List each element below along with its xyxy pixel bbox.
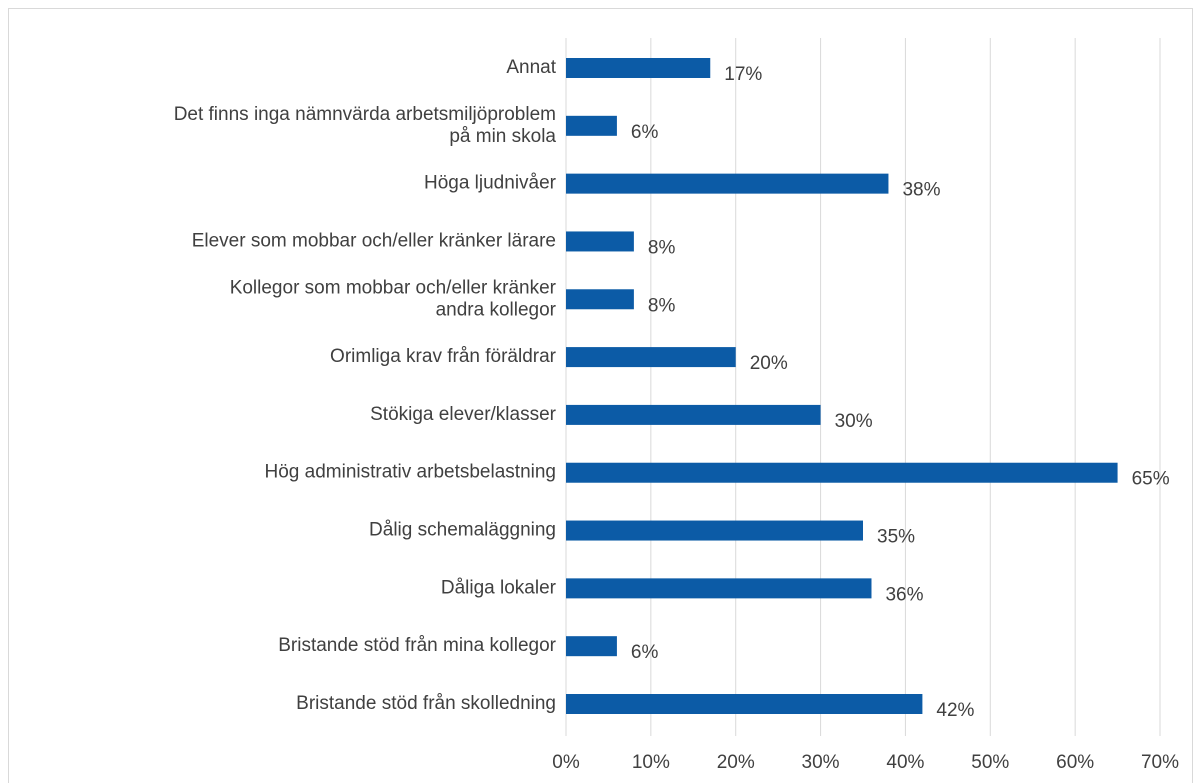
bar	[566, 694, 923, 714]
bar	[566, 520, 863, 541]
bar	[566, 58, 711, 78]
value-label: 6%	[631, 642, 659, 663]
bar	[566, 173, 889, 194]
bar	[566, 404, 821, 425]
value-label: 65%	[1132, 469, 1170, 490]
x-tick-label: 0%	[552, 752, 580, 773]
category-label: Bristande stöd från mina kollegor	[278, 635, 556, 656]
bar	[566, 347, 736, 368]
value-label: 42%	[936, 700, 974, 721]
bar	[566, 289, 634, 310]
bar	[566, 636, 617, 657]
x-tick-label: 70%	[1141, 752, 1179, 773]
category-label: Kollegor som mobbar och/eller kränker and…	[230, 277, 557, 320]
category-label: Höga ljudnivåer	[424, 173, 557, 194]
value-label: 6%	[631, 122, 659, 143]
value-label: 36%	[885, 584, 923, 605]
category-label: Dålig schemaläggning	[369, 520, 556, 541]
value-label: 17%	[724, 64, 762, 85]
x-tick-label: 60%	[1056, 752, 1094, 773]
x-tick-label: 20%	[717, 752, 755, 773]
category-label: Hög administrativ arbetsbelastning	[265, 462, 557, 483]
bar	[566, 462, 1118, 483]
category-label: Det finns inga nämnvärda arbetsmiljöprob…	[174, 104, 557, 147]
value-label: 38%	[902, 180, 940, 201]
category-label: Dåliga lokaler	[441, 577, 557, 598]
bar	[566, 578, 872, 599]
value-label: 8%	[648, 237, 676, 258]
x-tick-label: 40%	[886, 752, 924, 773]
x-tick-label: 10%	[632, 752, 670, 773]
value-label: 35%	[877, 527, 915, 548]
bar	[566, 115, 617, 136]
category-label: Stökiga elever/klasser	[370, 404, 557, 425]
category-label: Annat	[506, 57, 556, 78]
value-label: 8%	[648, 295, 676, 316]
category-label: Elever som mobbar och/eller kränker lära…	[192, 230, 556, 251]
bar	[566, 231, 634, 252]
category-label: Orimliga krav från föräldrar	[330, 346, 557, 367]
value-label: 30%	[835, 411, 873, 432]
category-label: Bristande stöd från skolledning	[296, 693, 556, 714]
value-label: 20%	[750, 353, 788, 374]
x-tick-label: 30%	[802, 752, 840, 773]
x-tick-label: 50%	[971, 752, 1009, 773]
